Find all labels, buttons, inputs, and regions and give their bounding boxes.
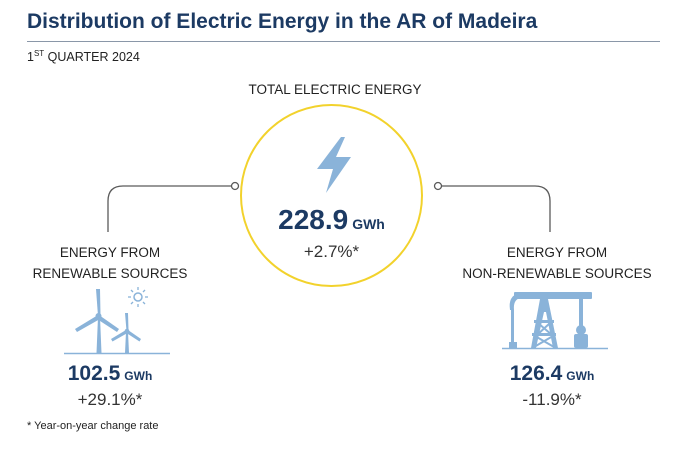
wind-turbines-sun-icon <box>64 287 170 355</box>
sun-icon <box>133 292 143 302</box>
renewable-change: +29.1%* <box>77 390 143 409</box>
quarter-ordinal: ST <box>33 49 45 58</box>
non-renewable-label-line1: ENERGY FROM <box>506 245 608 260</box>
renewable-unit: GWh <box>124 369 153 383</box>
renewable-label: ENERGY FROM RENEWABLE SOURCES <box>20 242 200 284</box>
quarter-number: 1 <box>27 50 34 64</box>
renewable-label-line1: ENERGY FROM <box>59 245 161 260</box>
quarter-text: QUARTER 2024 <box>44 50 140 64</box>
renewable-value: 102.5 GWh <box>30 362 190 386</box>
non-renewable-number: 126.4 <box>509 362 563 385</box>
non-renewable-label-line2: NON-RENEWABLE SOURCES <box>462 266 652 281</box>
left-connector <box>107 185 232 232</box>
renewable-label-line2: RENEWABLE SOURCES <box>32 266 188 281</box>
non-renewable-change: -11.9%* <box>522 390 582 409</box>
right-connector-dot <box>433 181 443 191</box>
renewable-number: 102.5 <box>67 362 121 385</box>
title-divider <box>27 41 660 42</box>
total-energy-number: 228.9 <box>278 204 349 235</box>
left-connector-dot <box>230 181 240 191</box>
lightning-bolt-icon <box>317 137 351 193</box>
total-energy-change: +2.7%* <box>303 242 360 261</box>
non-renewable-unit: GWh <box>566 369 595 383</box>
period-subtitle: 1ST QUARTER 2024 <box>27 49 140 64</box>
right-connector <box>441 185 551 232</box>
page-title: Distribution of Electric Energy in the A… <box>27 10 538 33</box>
total-energy-label: TOTAL ELECTRIC ENERGY <box>248 82 422 97</box>
total-energy-ring <box>240 104 423 287</box>
non-renewable-label: ENERGY FROM NON-RENEWABLE SOURCES <box>452 242 662 284</box>
total-energy-unit: GWh <box>352 216 385 232</box>
total-energy-value: 228.9 GWh <box>240 204 423 236</box>
non-renewable-value: 126.4 GWh <box>472 362 632 386</box>
footnote: * Year-on-year change rate <box>27 420 159 432</box>
oil-pumpjack-icon <box>502 292 608 350</box>
